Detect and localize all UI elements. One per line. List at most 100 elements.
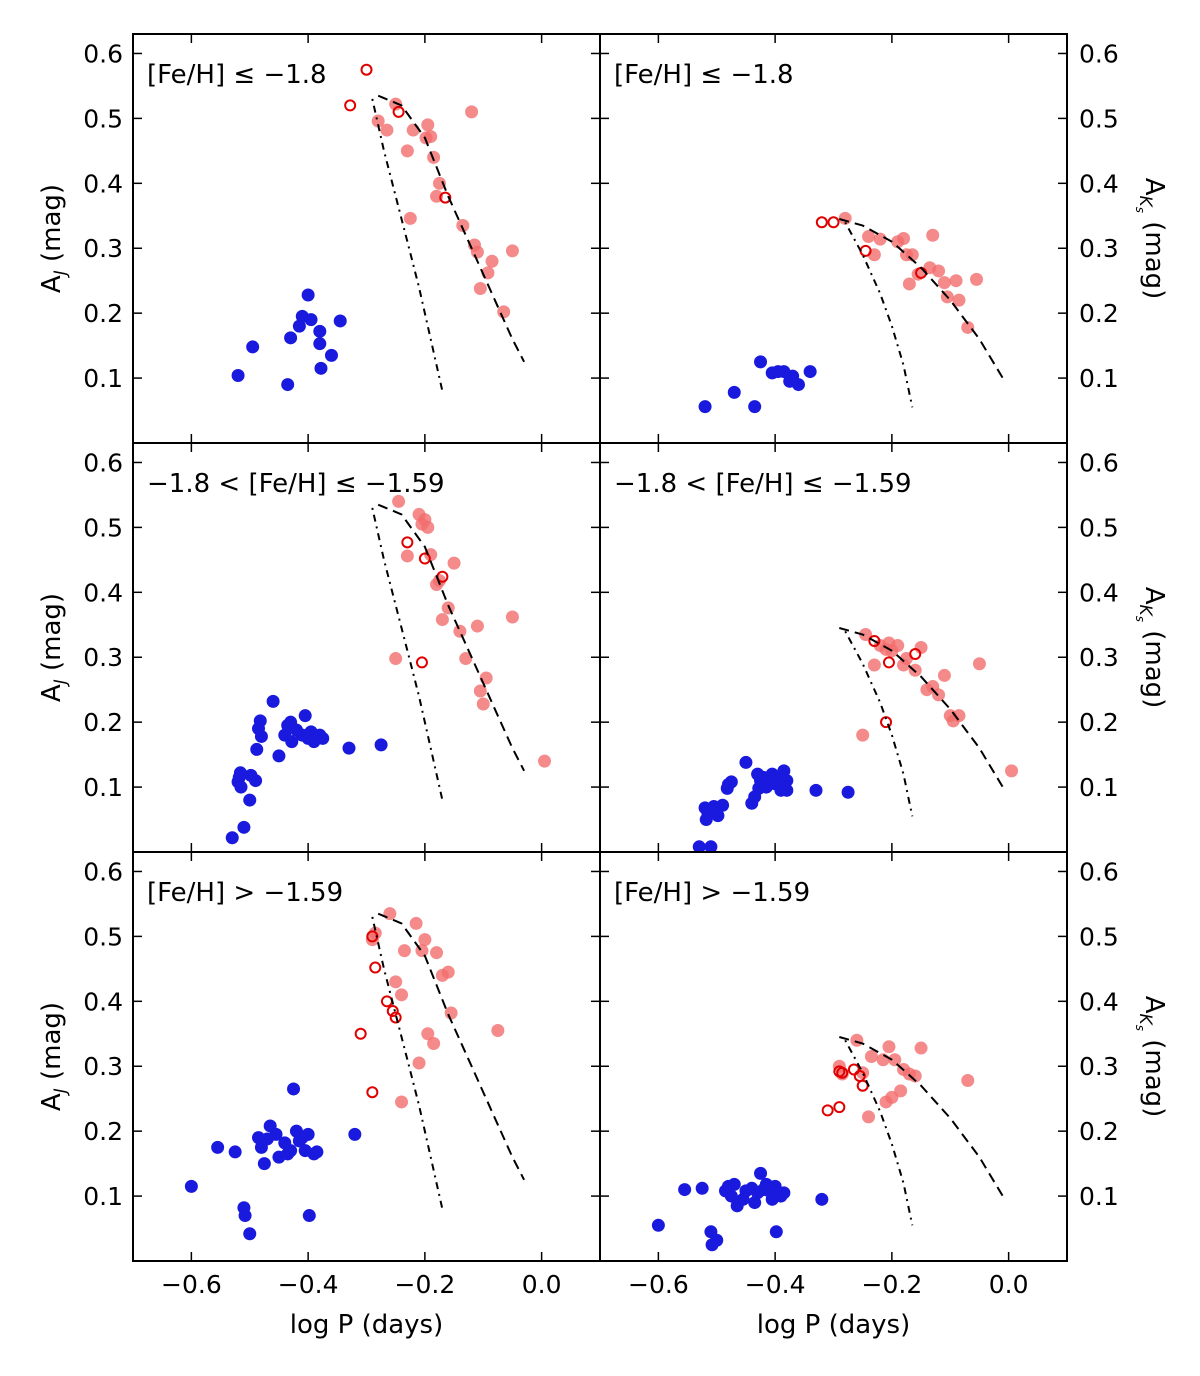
rrab-point	[397, 944, 411, 958]
y-tick-label: 0.4	[83, 987, 123, 1016]
rrc-point	[692, 840, 706, 852]
rrc-point	[316, 731, 330, 745]
rrc-point	[231, 368, 245, 382]
rrab-point	[392, 494, 406, 508]
rrc-point	[739, 755, 753, 769]
y-axis-label-subsub: s	[1133, 207, 1147, 213]
rrc-point	[257, 1157, 271, 1171]
rrab-point	[456, 219, 470, 233]
rrc-point	[780, 783, 794, 797]
panel-bottom-right: 0.1 0.2 0.3 0.4 0.5 0.6 −0.6 −0.4 −0.2 0.0 [Fe/H] …	[599, 851, 1169, 1340]
rrab-point	[538, 754, 552, 768]
panel-frame	[599, 33, 1068, 444]
panel-frame	[132, 851, 601, 1262]
rrab-point	[932, 264, 946, 278]
y-tick-label: 0.4	[83, 578, 123, 607]
rrc-point	[651, 1218, 665, 1232]
y-tick-label: 0.6	[1079, 857, 1119, 886]
rrab-point	[447, 556, 461, 570]
dash-dot-relation-line	[371, 98, 444, 392]
y-axis-label-unit: (mag)	[1139, 213, 1169, 299]
y-tick-label: 0.4	[1079, 987, 1119, 1016]
rrc-point	[841, 785, 855, 799]
rrab-open-point	[439, 191, 452, 204]
rrc-point	[724, 775, 738, 789]
rrab-point	[465, 105, 479, 119]
y-axis-label-subsub: s	[1133, 616, 1147, 622]
rrab-point	[371, 114, 385, 128]
rrc-point	[269, 1127, 283, 1141]
y-tick-label: 0.1	[83, 773, 123, 802]
dash-dot-relation-line	[371, 507, 444, 801]
rrab-point	[383, 907, 397, 921]
rrab-point	[380, 123, 394, 137]
rrc-point	[246, 340, 260, 354]
y-axis-label-unit: (mag)	[1139, 1031, 1169, 1117]
y-tick-label: 0.4	[1079, 578, 1119, 607]
x-tick-label: 0.0	[522, 1270, 562, 1299]
rrab-point	[406, 123, 420, 137]
panel-top-left: 0.1 0.2 0.3 0.4 0.5 0.6 [Fe/H] ≤ −1.8 AJ (mag)	[37, 33, 601, 444]
panel-frame	[132, 442, 601, 853]
dash-dot-relation-line	[844, 630, 914, 817]
rrc-point	[313, 324, 327, 338]
y-axis-label: AJ (mag)	[37, 1002, 71, 1111]
y-tick-label: 0.3	[83, 643, 123, 672]
rrc-point	[281, 378, 295, 392]
rrc-point	[287, 1082, 301, 1096]
y-axis-label-subsub: s	[1133, 1025, 1147, 1031]
rrab-point	[949, 274, 963, 288]
panel-metallicity-label: −1.8 < [Fe/H] ≤ −1.59	[614, 469, 912, 499]
dashed-relation-line	[377, 912, 525, 1181]
rrc-point	[254, 729, 268, 743]
plot-area	[225, 494, 552, 845]
rrab-point	[427, 1037, 441, 1051]
rrab-point	[421, 1027, 435, 1041]
x-tick-label: −0.6	[161, 1270, 222, 1299]
y-axis-label-sub: K	[1135, 196, 1155, 209]
rrab-point	[864, 1050, 878, 1063]
y-tick-label: 0.3	[1079, 234, 1119, 263]
rrab-open-point	[344, 99, 357, 112]
rrab-point	[1005, 764, 1019, 778]
y-tick-label: 0.2	[83, 708, 123, 737]
dashed-relation-line	[377, 503, 525, 772]
rrab-open-point	[815, 216, 828, 229]
rrab-open-point	[859, 244, 872, 257]
rrab-point	[453, 624, 467, 638]
rrab-point	[400, 144, 414, 158]
rrab-point	[435, 613, 449, 627]
rrc-point	[310, 1145, 324, 1159]
y-tick-label: 0.2	[1079, 1117, 1119, 1146]
panel-metallicity-label: [Fe/H] > −1.59	[147, 878, 343, 908]
rrab-point	[421, 118, 435, 132]
rrab-point	[432, 176, 446, 190]
rrc-point	[211, 1140, 225, 1154]
rrc-point	[249, 774, 263, 788]
rrab-open-point	[389, 1011, 402, 1024]
rrc-point	[727, 1177, 741, 1191]
y-axis-label-right: AKs (mag)	[1133, 996, 1169, 1118]
panel-bottom-left: 0.1 0.2 0.3 0.4 0.5 0.6 −0.6 −0.4 −0.2 0.0 [Fe/H] …	[37, 851, 601, 1340]
panel-middle-right: 0.1 0.2 0.3 0.4 0.5 0.6 −1.8 < [Fe/H] ≤ −1.59 A…	[599, 442, 1169, 853]
rrab-point	[470, 245, 484, 259]
rrab-open-point	[418, 552, 431, 565]
y-tick-label: 0.6	[83, 448, 123, 477]
y-tick-label: 0.1	[1079, 1182, 1119, 1211]
panel-frame	[599, 442, 1068, 853]
rrab-point	[873, 232, 887, 246]
rrab-point	[926, 228, 940, 242]
rrab-point	[952, 709, 966, 723]
rrab-point	[867, 658, 881, 672]
x-axis-label: log P (days)	[757, 1310, 911, 1340]
rrab-point	[894, 1084, 908, 1098]
rrc-point	[184, 1179, 198, 1193]
rrc-point	[301, 1127, 315, 1141]
y-tick-label: 0.2	[1079, 299, 1119, 328]
dashed-relation-line	[839, 218, 1004, 379]
rrab-open-point	[847, 1063, 860, 1076]
rrab-point	[485, 254, 499, 268]
rrab-point	[937, 276, 951, 290]
rrc-point	[298, 709, 312, 723]
rrab-point	[389, 975, 403, 989]
